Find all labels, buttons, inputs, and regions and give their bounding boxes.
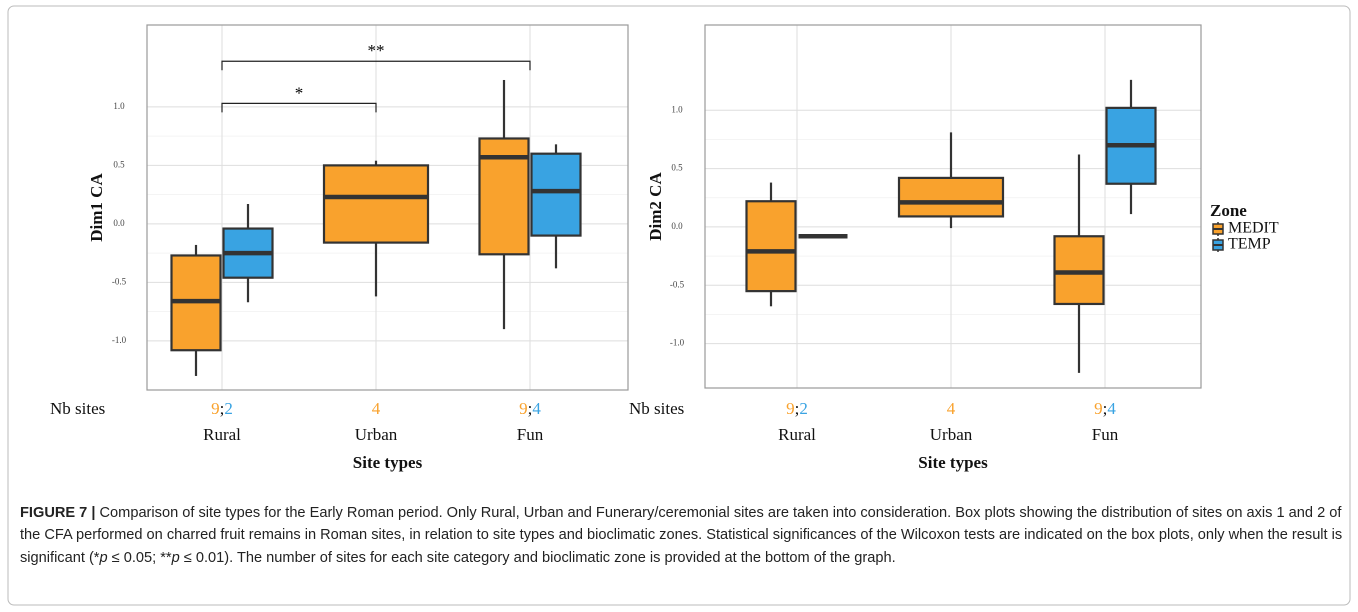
figure-border [7,5,1351,606]
site-count: 4 [947,399,956,418]
box [530,152,582,237]
count: 9 [519,399,528,418]
count: 4 [947,399,956,418]
y-axis-title: Dim1 CA [87,173,106,242]
y-tick-label: 1.0 [113,101,125,111]
x-tick-label: Rural [778,425,816,444]
nb-sites-label: Nb sites [629,399,684,418]
plot-border [704,24,1202,389]
caption-text: p [171,549,180,566]
x-tick-label: Fun [517,425,544,444]
caption-text: ≤ 0.01). The number of sites for each si… [179,549,896,566]
x-tick-label: Urban [930,425,973,444]
count: 2 [799,399,808,418]
count: 9 [786,399,795,418]
x-axis-title: Site types [353,453,423,472]
x-tick-label: Rural [203,425,241,444]
count: 2 [224,399,233,418]
count: 9 [211,399,220,418]
caption-label: FIGURE 7 | [20,505,96,521]
y-tick-label: 0.5 [671,163,683,173]
y-tick-label: 0.5 [113,159,125,169]
y-axis-title: Dim2 CA [646,172,665,241]
count-separator: ; [1103,399,1108,418]
box [1053,235,1105,306]
caption-text: p [99,549,108,566]
site-count: 9;4 [519,399,541,418]
caption-text: ≤ 0.05; ** [107,549,172,566]
y-tick-label: -0.5 [112,276,127,286]
nb-sites-label: Nb sites [50,399,105,418]
caption: FIGURE 7 | Comparison of site types for … [20,502,1345,569]
legend-label: MEDIT [1228,220,1279,237]
x-axis-title: Site types [918,453,988,472]
significance-label: * [295,83,304,102]
site-count: 9;2 [786,399,808,418]
y-tick-label: -0.5 [670,279,685,289]
caption-text: Comparison of site types for the Early R… [20,505,1343,566]
y-tick-label: -1.0 [670,338,685,348]
box [897,176,1005,218]
y-tick-label: 0.0 [113,218,125,228]
site-count: 9;2 [211,399,233,418]
y-tick-label: 0.0 [671,221,683,231]
legend-title: Zone [1210,201,1247,220]
x-tick-label: Fun [1092,425,1119,444]
count-separator: ; [795,399,800,418]
y-tick-label: -1.0 [112,335,127,345]
legend-label: TEMP [1228,236,1271,253]
x-tick-label: Urban [355,425,398,444]
count-separator: ; [220,399,225,418]
count: 4 [1107,399,1116,418]
count: 4 [372,399,381,418]
significance-label: ** [368,41,385,60]
box [322,164,430,244]
count: 9 [1094,399,1103,418]
site-count: 4 [372,399,381,418]
significance-bracket [221,60,531,71]
count: 4 [532,399,541,418]
plot-border [146,24,629,391]
box [745,200,797,293]
site-count: 9;4 [1094,399,1116,418]
count-separator: ; [528,399,533,418]
significance-bracket [221,102,377,113]
y-tick-label: 1.0 [671,104,683,114]
